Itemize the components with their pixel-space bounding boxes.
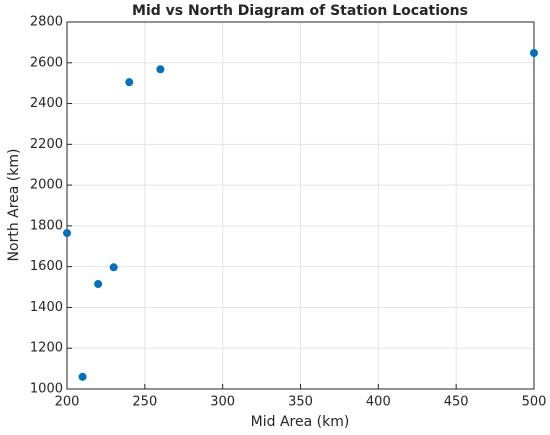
- point: [78, 372, 87, 381]
- y-tick-label: 2600: [30, 55, 63, 70]
- point: [94, 279, 103, 288]
- x-tick-label: 200: [55, 395, 80, 410]
- plot-frame: [66, 21, 535, 390]
- y-tick-label: 2800: [30, 15, 63, 30]
- x-tick-label: 350: [288, 395, 313, 410]
- y-axis-label: North Area (km): [6, 149, 22, 262]
- chart-title: Mid vs North Diagram of Station Location…: [132, 3, 468, 19]
- x-tick-label: 300: [210, 395, 235, 410]
- x-tick-label: 250: [132, 395, 157, 410]
- x-tick-label: 400: [366, 395, 391, 410]
- y-tick-label: 2000: [30, 178, 63, 193]
- y-tick-label: 1400: [30, 300, 63, 315]
- point: [109, 263, 118, 272]
- y-tick-label: 1800: [30, 218, 63, 233]
- y-tick-label: 1000: [30, 382, 63, 397]
- y-tick-label: 1200: [30, 341, 63, 356]
- y-tick-label: 1600: [30, 259, 63, 274]
- y-tick-label: 2200: [30, 137, 63, 152]
- y-tick-label: 2400: [30, 96, 63, 111]
- x-tick-label: 500: [522, 395, 547, 410]
- x-tick-label: 450: [444, 395, 469, 410]
- point: [530, 48, 538, 57]
- point: [125, 78, 134, 87]
- x-axis-label: Mid Area (km): [251, 414, 350, 430]
- point: [156, 65, 165, 74]
- point: [63, 229, 71, 238]
